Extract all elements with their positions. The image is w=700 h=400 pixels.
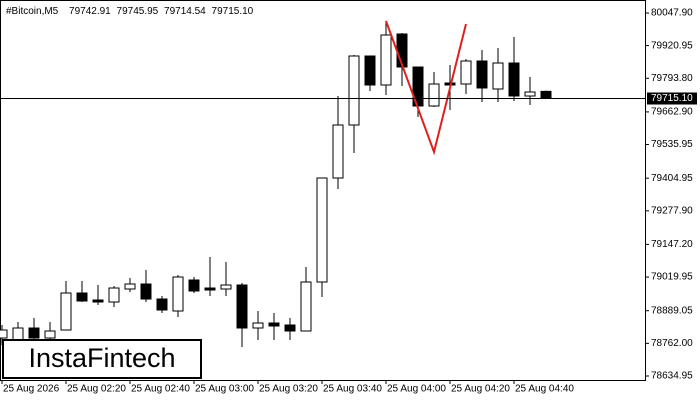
candle-body xyxy=(540,90,552,100)
candle-body xyxy=(140,283,152,300)
candle-body xyxy=(124,283,136,290)
candle-body xyxy=(428,83,440,107)
symbol: #Bitcoin,M5 xyxy=(6,6,59,17)
candle-body xyxy=(492,62,504,90)
candle-body xyxy=(300,281,312,332)
y-tick-label: 78889.05 xyxy=(651,305,693,316)
candle-body xyxy=(92,299,104,303)
y-tick-label: 78762.00 xyxy=(651,338,693,349)
candle-body xyxy=(508,62,520,97)
candle-body xyxy=(12,327,24,341)
logo-box xyxy=(2,339,202,379)
last-close: 79715.10 xyxy=(212,6,254,17)
candle-body xyxy=(60,292,72,331)
x-tick-label: 25 Aug 03:20 xyxy=(259,384,318,395)
y-tick-label: 78634.95 xyxy=(651,371,693,382)
last-low: 79714.54 xyxy=(164,6,206,17)
chart-header: #Bitcoin,M5 79742.91 79745.95 79714.54 7… xyxy=(6,6,254,17)
candle-body xyxy=(284,324,296,332)
x-tick-label: 25 Aug 2026 xyxy=(3,384,60,395)
candle-body xyxy=(108,287,120,303)
candle-body xyxy=(44,330,56,339)
y-tick-label: 80047.90 xyxy=(651,8,693,19)
candle-body xyxy=(316,177,328,283)
y-tick-label: 79147.20 xyxy=(651,239,693,250)
candle-body xyxy=(220,284,232,290)
last-price-label: 79715.10 xyxy=(651,93,693,104)
y-tick-label: 79404.95 xyxy=(651,173,693,184)
candle-body xyxy=(364,55,376,86)
candle-body xyxy=(0,329,8,339)
candle-body xyxy=(236,284,248,329)
candle-body xyxy=(156,298,168,311)
last-high: 79745.95 xyxy=(117,6,159,17)
candle-body xyxy=(268,322,280,327)
candle-body xyxy=(172,276,184,312)
candle-body xyxy=(28,327,40,339)
candle-body xyxy=(460,60,472,85)
x-tick-label: 25 Aug 02:40 xyxy=(131,384,190,395)
candle-body xyxy=(476,60,488,89)
x-tick-label: 25 Aug 04:20 xyxy=(451,384,510,395)
pattern-line xyxy=(385,20,467,156)
candle-body xyxy=(204,287,216,291)
candle-body xyxy=(76,292,88,302)
y-tick-label: 79793.80 xyxy=(651,73,693,84)
candle-body xyxy=(348,55,360,126)
x-tick-label: 25 Aug 03:40 xyxy=(323,384,382,395)
x-tick-label: 25 Aug 03:00 xyxy=(195,384,254,395)
candle-body xyxy=(252,322,264,329)
logo: InstaFintech xyxy=(28,343,175,373)
candle-body xyxy=(332,124,344,179)
y-tick-label: 79019.95 xyxy=(651,272,693,283)
x-tick-label: 25 Aug 04:40 xyxy=(515,384,574,395)
x-tick-label: 25 Aug 02:20 xyxy=(67,384,126,395)
candle-body xyxy=(188,279,200,292)
last-price-box xyxy=(647,92,697,105)
y-tick-label: 79920.95 xyxy=(651,40,693,51)
last-open: 79742.91 xyxy=(69,6,111,17)
x-tick-label: 25 Aug 04:00 xyxy=(387,384,446,395)
y-tick-label: 79277.90 xyxy=(651,205,693,216)
candle-body xyxy=(380,34,392,86)
candles xyxy=(0,21,552,348)
y-tick-label: 79662.90 xyxy=(651,107,693,118)
candle-body xyxy=(524,91,536,97)
y-tick-label: 79535.95 xyxy=(651,139,693,150)
